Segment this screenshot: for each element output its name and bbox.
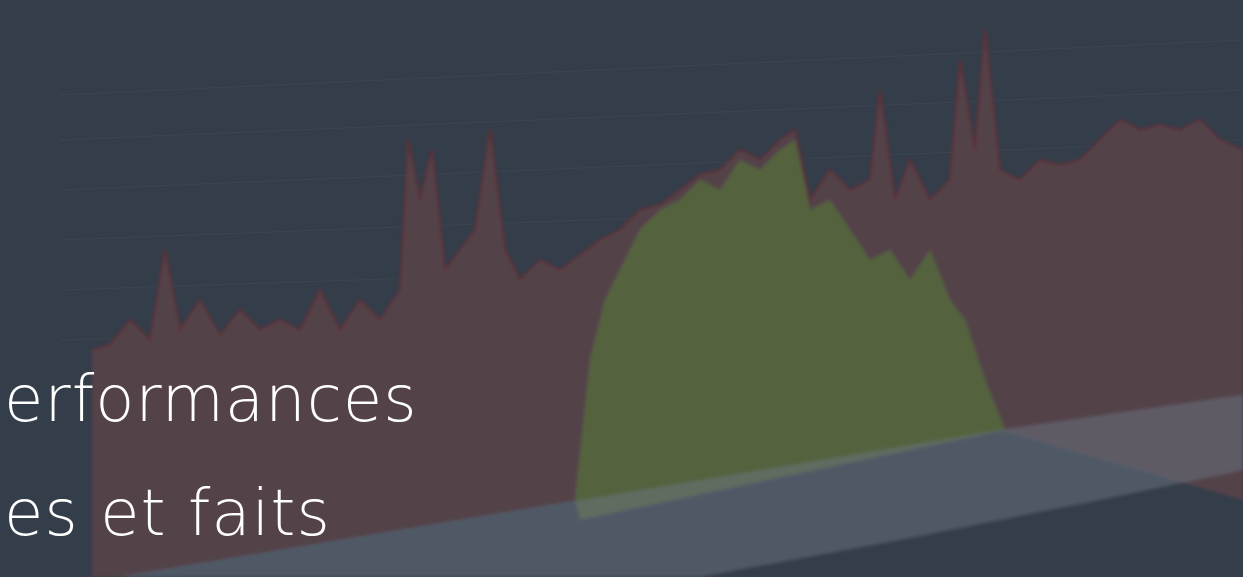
headline-line: erformances bbox=[4, 363, 418, 437]
headline-line: es et faits bbox=[4, 477, 331, 551]
